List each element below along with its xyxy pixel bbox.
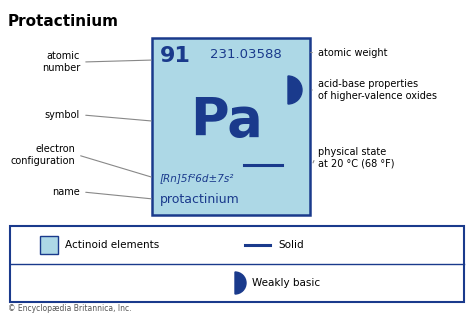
Wedge shape [235,272,246,294]
Text: electron
configuration: electron configuration [10,144,75,166]
Bar [152,38,310,215]
Text: Solid: Solid [278,240,304,250]
Text: physical state
at 20 °C (68 °F): physical state at 20 °C (68 °F) [318,147,394,169]
Text: Actinoid elements: Actinoid elements [65,240,159,250]
Bar [10,226,464,302]
Text: Protactinium: Protactinium [8,14,119,29]
Text: 231.03588: 231.03588 [210,48,282,61]
Bar [40,236,58,254]
Text: acid-base properties
of higher-valence oxides: acid-base properties of higher-valence o… [318,79,437,101]
Text: symbol: symbol [45,110,80,120]
Wedge shape [288,76,302,104]
Text: atomic weight: atomic weight [318,48,388,58]
Text: Weakly basic: Weakly basic [252,278,320,288]
Text: atomic
number: atomic number [42,51,80,73]
Text: © Encyclopædia Britannica, Inc.: © Encyclopædia Britannica, Inc. [8,304,131,313]
Text: [Rn]5f²6d±7s²: [Rn]5f²6d±7s² [160,173,234,183]
Text: name: name [52,187,80,197]
Text: Pa: Pa [191,95,264,147]
Text: protactinium: protactinium [160,192,240,206]
Text: 91: 91 [160,46,191,66]
